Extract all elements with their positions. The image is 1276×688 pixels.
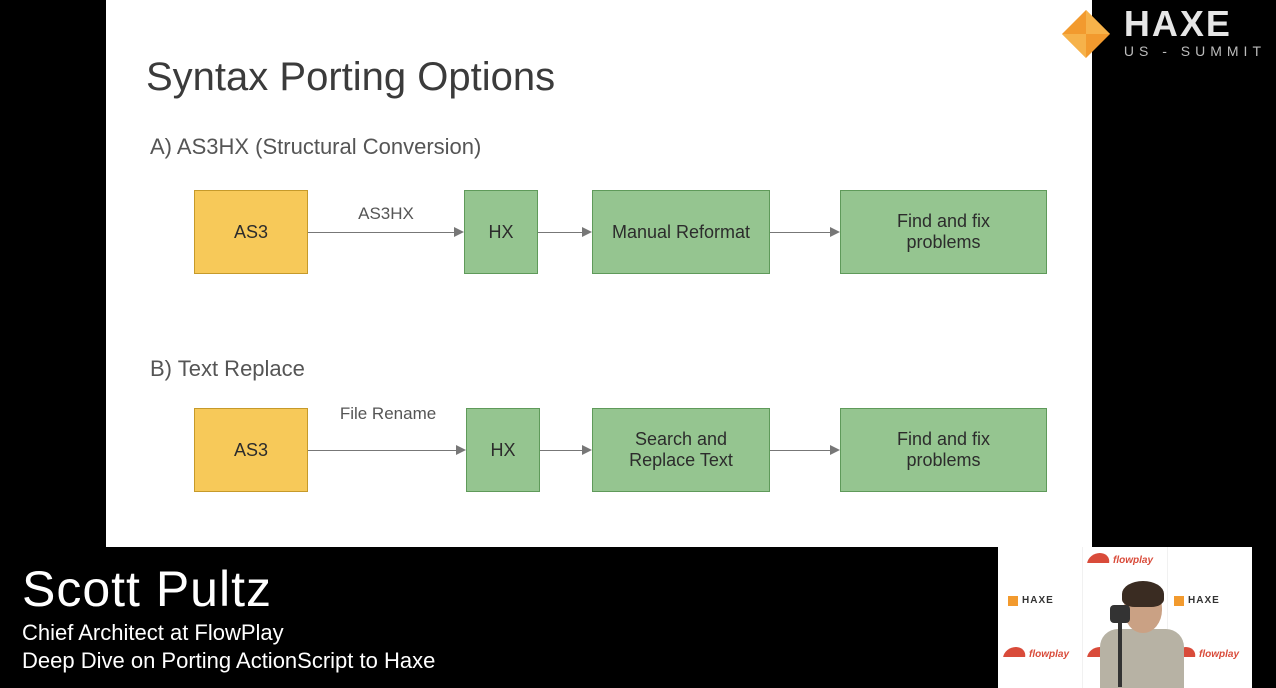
stage: Syntax Porting Options A) AS3HX (Structu… bbox=[0, 0, 1276, 688]
node-a-hx: HX bbox=[464, 190, 538, 274]
node-label: AS3 bbox=[234, 440, 268, 461]
arrow-b2-line bbox=[540, 450, 582, 451]
haxe-logo-subtitle: US - SUMMIT bbox=[1124, 44, 1266, 58]
pip-speaker-torso bbox=[1100, 629, 1184, 688]
speaker-role: Chief Architect at FlowPlay bbox=[22, 620, 435, 646]
arrow-b1-label: File Rename bbox=[318, 404, 458, 424]
camera-pip: HAXE HAXE flowplay flowplay flowplay flo… bbox=[998, 547, 1252, 688]
pip-flowplay-label: flowplay bbox=[1199, 649, 1239, 660]
node-label: Search and Replace Text bbox=[606, 429, 756, 471]
pip-flowplay-tag: flowplay bbox=[1004, 647, 1069, 660]
node-a-find-fix: Find and fix problems bbox=[840, 190, 1047, 274]
node-b-hx: HX bbox=[466, 408, 540, 492]
pip-flowplay-tag: flowplay bbox=[1088, 553, 1153, 566]
haxe-logo-brand: HAXE bbox=[1124, 6, 1266, 42]
slide: Syntax Porting Options A) AS3HX (Structu… bbox=[106, 0, 1092, 547]
node-b-search-replace: Search and Replace Text bbox=[592, 408, 770, 492]
arrow-b3-line bbox=[770, 450, 830, 451]
haxe-logo: HAXE US - SUMMIT bbox=[1058, 6, 1266, 62]
pip-flowplay-label: flowplay bbox=[1029, 649, 1069, 660]
arrow-a1-label: AS3HX bbox=[316, 204, 456, 224]
flow-a: AS3 AS3HX HX Manual Reformat Find and fi… bbox=[106, 190, 1092, 280]
haxe-mark-icon bbox=[1008, 596, 1018, 606]
pip-haxe-label: HAXE bbox=[1188, 595, 1220, 606]
node-label: Find and fix problems bbox=[859, 211, 1029, 253]
node-label: HX bbox=[490, 440, 515, 461]
arrow-a1-head-icon bbox=[454, 227, 464, 237]
node-b-find-fix: Find and fix problems bbox=[840, 408, 1047, 492]
option-b-label: B) Text Replace bbox=[150, 356, 305, 382]
option-a-label: A) AS3HX (Structural Conversion) bbox=[150, 134, 481, 160]
arrow-a1-line bbox=[308, 232, 454, 233]
talk-title: Deep Dive on Porting ActionScript to Hax… bbox=[22, 648, 435, 674]
node-a-manual-reformat: Manual Reformat bbox=[592, 190, 770, 274]
node-b-as3: AS3 bbox=[194, 408, 308, 492]
pip-haxe-tag: HAXE bbox=[1008, 595, 1054, 606]
mic-head-icon bbox=[1110, 605, 1130, 623]
node-label: AS3 bbox=[234, 222, 268, 243]
lower-third: Scott Pultz Chief Architect at FlowPlay … bbox=[22, 560, 435, 674]
arrow-b3-head-icon bbox=[830, 445, 840, 455]
node-label: Find and fix problems bbox=[859, 429, 1029, 471]
node-label: HX bbox=[488, 222, 513, 243]
arrow-a2-line bbox=[538, 232, 582, 233]
arrow-a3-head-icon bbox=[830, 227, 840, 237]
speaker-name: Scott Pultz bbox=[22, 560, 435, 618]
flowplay-swoosh-icon bbox=[1003, 647, 1027, 657]
node-a-as3: AS3 bbox=[194, 190, 308, 274]
slide-title: Syntax Porting Options bbox=[146, 55, 555, 100]
arrow-a2-head-icon bbox=[582, 227, 592, 237]
arrow-b1-line bbox=[308, 450, 456, 451]
flow-b: AS3 File Rename HX Search and Replace Te… bbox=[106, 408, 1092, 498]
arrow-a3-line bbox=[770, 232, 830, 233]
mic-stand-icon bbox=[1118, 617, 1122, 687]
pip-flowplay-label: flowplay bbox=[1113, 555, 1153, 566]
haxe-logo-text: HAXE US - SUMMIT bbox=[1124, 6, 1266, 58]
pip-speaker bbox=[1094, 583, 1184, 688]
pip-haxe-label: HAXE bbox=[1022, 595, 1054, 606]
haxe-logo-mark-icon bbox=[1058, 6, 1114, 62]
arrow-b2-head-icon bbox=[582, 445, 592, 455]
node-label: Manual Reformat bbox=[612, 222, 750, 243]
flowplay-swoosh-icon bbox=[1087, 553, 1111, 563]
pip-speaker-hair bbox=[1122, 581, 1164, 607]
arrow-b1-head-icon bbox=[456, 445, 466, 455]
